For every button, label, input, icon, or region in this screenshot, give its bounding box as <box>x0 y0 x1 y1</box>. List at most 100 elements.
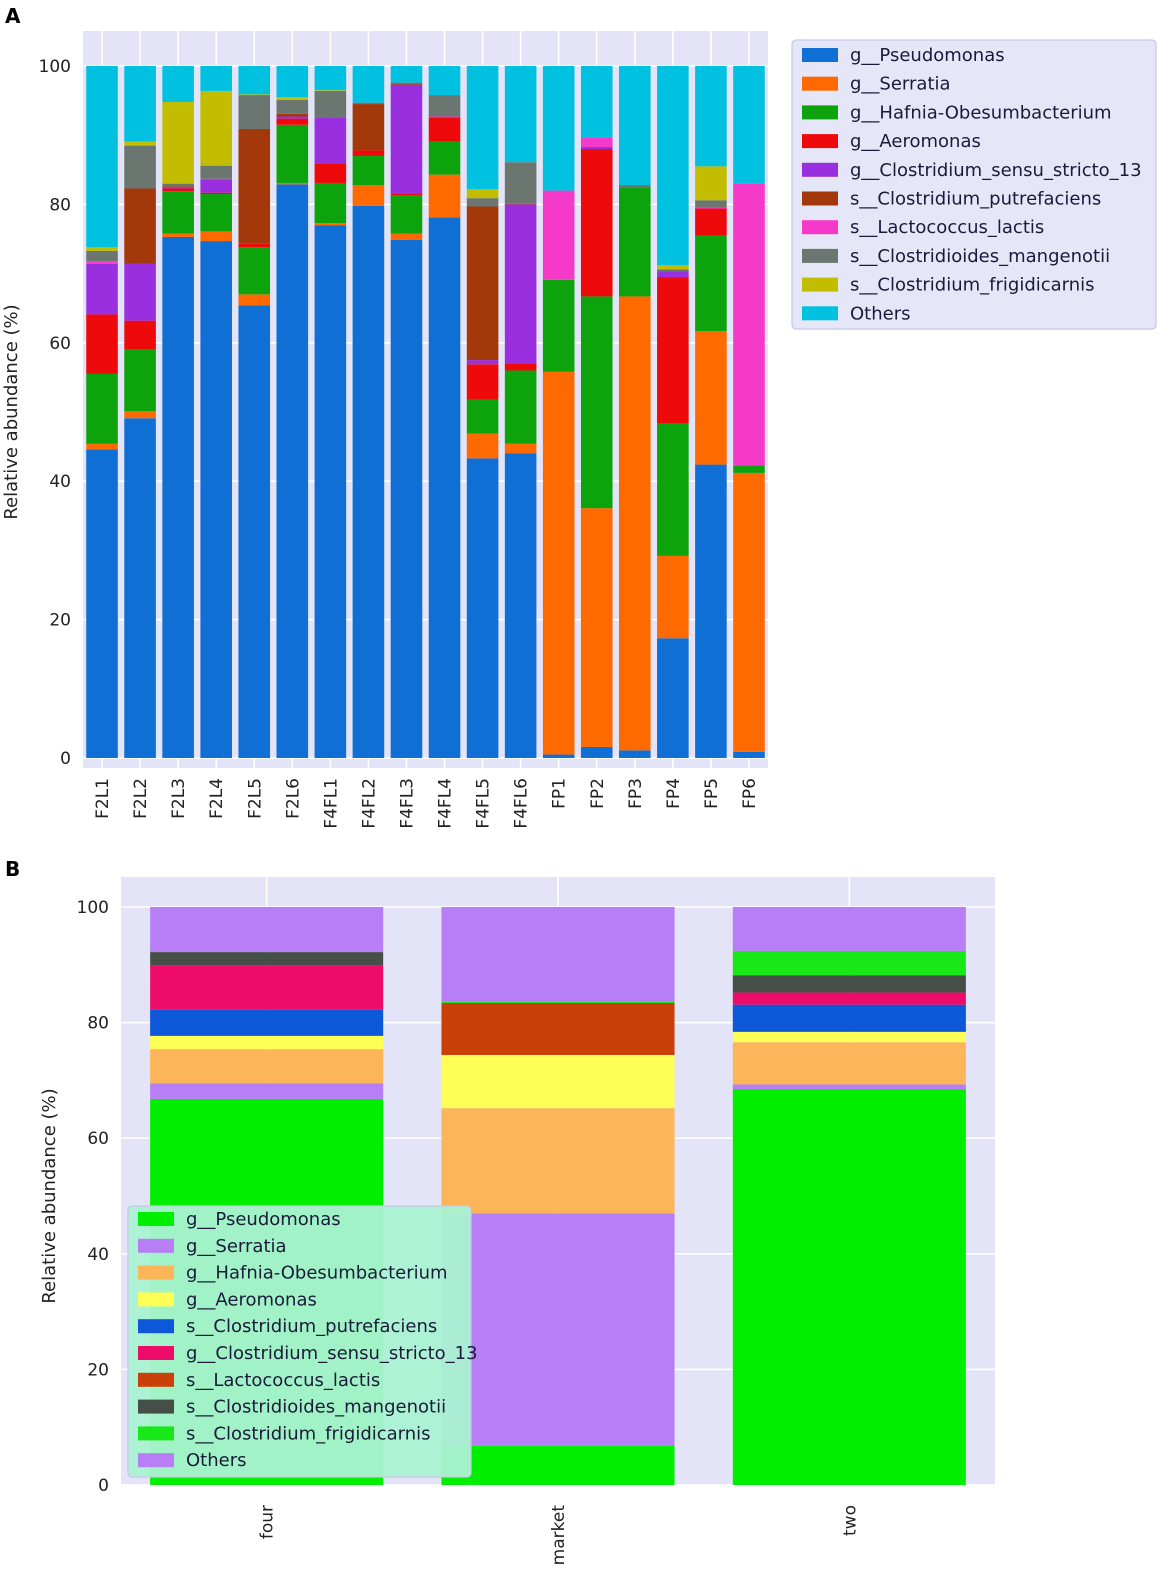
bar-segment <box>150 1035 384 1050</box>
bar-segment <box>238 305 271 758</box>
bar-segment <box>732 1031 966 1043</box>
bar-segment <box>657 423 689 556</box>
x-tick-label: FP4 <box>664 778 684 809</box>
bar-segment <box>657 555 689 639</box>
bar-segment <box>150 907 384 953</box>
bar-segment <box>276 184 309 758</box>
bar-segment <box>732 992 966 1005</box>
bar-segment <box>657 66 689 266</box>
chart-0: 0 20 40 60 80 100 Relative abundance (%) F2L1 F2… <box>1 31 1157 829</box>
bar-segment <box>314 90 347 118</box>
y-tick-label: 60 <box>87 1129 109 1149</box>
bar-segment <box>276 113 309 117</box>
legend-label: s__Lactococcus_lactis <box>850 217 1044 238</box>
bar-segment <box>619 296 651 751</box>
bar-segment <box>466 433 499 459</box>
bar-segment <box>124 145 156 189</box>
bar-segment <box>162 233 194 237</box>
bar-segment <box>238 66 271 95</box>
bar-segment <box>86 314 118 374</box>
legend-swatch <box>802 191 838 206</box>
bar-segment <box>695 207 727 209</box>
y-tick-label: 20 <box>87 1360 109 1380</box>
bar-segment <box>580 66 613 138</box>
bar-segment <box>200 178 232 180</box>
y-tick-label: 20 <box>49 611 71 631</box>
legend-label: s__Clostridium_frigidicarnis <box>850 275 1095 296</box>
bar-segment <box>276 116 309 119</box>
legend-swatch <box>138 1346 174 1360</box>
bar-segment <box>162 188 194 192</box>
bar-segment <box>86 250 118 262</box>
legend-label: s__Clostridium_putrefaciens <box>850 189 1101 210</box>
bar-segment <box>580 508 613 747</box>
legend-label: s__Clostridium_putrefaciens <box>186 1316 437 1337</box>
y-tick-label: 60 <box>49 334 71 354</box>
bar-segment <box>580 149 613 297</box>
bar-segment <box>732 1089 966 1485</box>
bar-segment <box>200 90 232 166</box>
bar-segment <box>466 364 499 400</box>
bar-segment <box>352 66 385 103</box>
bar-segment <box>657 271 689 278</box>
bar-segment <box>276 99 309 114</box>
bar-segment <box>733 66 765 184</box>
bar-segment <box>733 751 765 758</box>
bar-segment <box>428 141 461 175</box>
bar-segment <box>580 296 613 509</box>
bar-segment <box>504 363 537 371</box>
bar-segment <box>238 247 271 295</box>
legend-label: g__Serratia <box>850 74 951 95</box>
bar-segment <box>732 1004 966 1032</box>
bar-segment <box>162 236 194 758</box>
bar-segment <box>124 320 156 350</box>
y-tick-label: 0 <box>60 749 71 769</box>
bar-segment <box>276 66 309 98</box>
panel-label-b: B <box>5 857 21 881</box>
bar-segment <box>86 66 118 248</box>
legend-label: g__Pseudomonas <box>850 45 1005 66</box>
bar-segment <box>695 464 727 758</box>
bar-segment <box>542 66 575 191</box>
bar-segment <box>542 754 575 758</box>
bar-segment <box>466 198 499 207</box>
bar-segment <box>732 975 966 993</box>
bar-segment <box>390 233 423 240</box>
bar-segment <box>200 179 232 193</box>
bar-segment <box>580 146 613 150</box>
x-tick-label: F2L5 <box>245 778 265 819</box>
bar-segment <box>200 241 232 759</box>
bar-segment <box>428 116 461 118</box>
x-tick-label: two <box>840 1505 860 1536</box>
bar-segment <box>466 399 499 434</box>
legend-label: g__Clostridium_sensu_stricto_13 <box>850 160 1142 181</box>
bar-segment <box>657 265 689 270</box>
bar-segment <box>200 231 232 242</box>
legend-swatch <box>802 277 838 292</box>
bar-segment <box>150 965 384 1010</box>
legend-swatch <box>138 1426 174 1441</box>
chart-1: 0 20 40 60 80 100 Relative abundance (%) four ma… <box>39 877 995 1565</box>
x-tick-label: market <box>549 1505 569 1566</box>
y-tick-label: 100 <box>39 57 71 77</box>
plot-background <box>83 31 768 768</box>
x-tick-label: F2L1 <box>93 778 113 819</box>
bar-segment <box>390 193 423 196</box>
legend-swatch <box>138 1238 174 1253</box>
bar-segment <box>441 907 675 1002</box>
bar-segment <box>150 1083 384 1099</box>
bar-segment <box>314 223 347 226</box>
bar-segment <box>276 124 309 183</box>
bar-segment <box>733 472 765 752</box>
bar-segment <box>238 95 271 129</box>
bar-segment <box>352 102 385 105</box>
legend-swatch <box>802 162 838 177</box>
bar-segment <box>428 117 461 142</box>
x-tick-label: F2L6 <box>283 778 303 819</box>
x-tick-label: FP5 <box>702 778 722 809</box>
x-tick-label: F2L4 <box>207 778 227 819</box>
bar-segment <box>238 128 271 244</box>
bar-segment <box>695 235 727 332</box>
bar-segment <box>504 443 537 454</box>
legend-label: Others <box>850 303 911 324</box>
